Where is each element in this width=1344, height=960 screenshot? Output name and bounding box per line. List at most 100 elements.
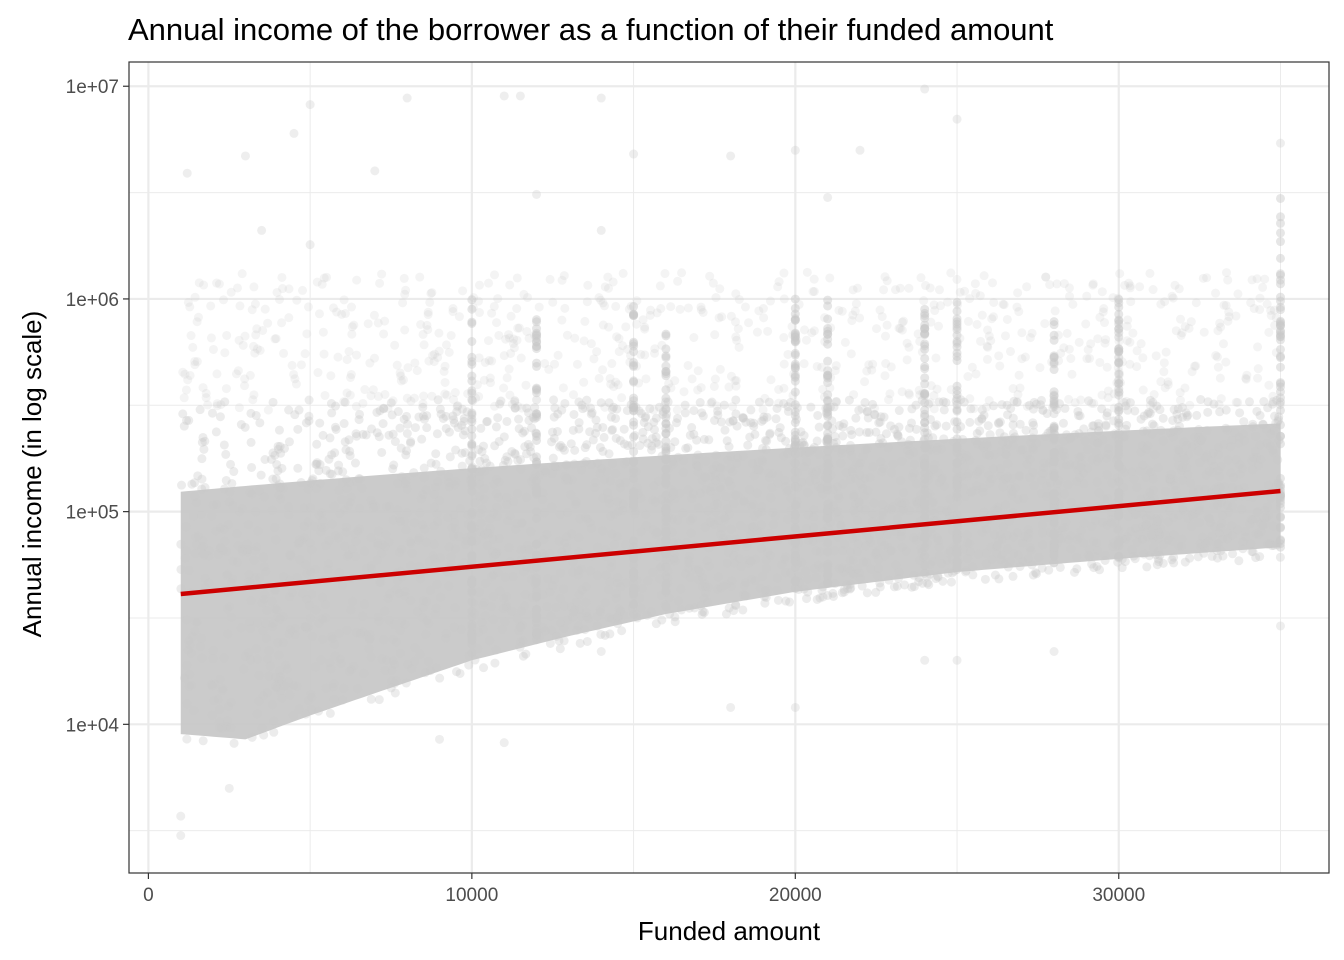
scatter-point xyxy=(1221,423,1231,433)
scatter-point xyxy=(625,357,635,367)
scatter-point xyxy=(1259,513,1269,523)
scatter-point xyxy=(1028,443,1038,453)
scatter-point xyxy=(629,309,639,319)
scatter-point xyxy=(783,402,793,412)
scatter-point xyxy=(1077,459,1087,469)
scatter-point xyxy=(920,568,930,578)
scatter-point xyxy=(321,683,331,693)
scatter-point xyxy=(1246,515,1256,525)
scatter-point xyxy=(490,270,500,280)
scatter-point xyxy=(1059,279,1069,289)
scatter-point xyxy=(904,390,914,400)
scatter-point xyxy=(611,413,621,423)
scatter-point xyxy=(636,527,646,537)
scatter-point xyxy=(823,461,833,471)
scatter-point xyxy=(1052,492,1062,502)
scatter-point xyxy=(474,353,484,363)
scatter-point xyxy=(946,577,956,587)
scatter-point xyxy=(695,567,705,577)
scatter-point xyxy=(397,617,407,627)
scatter-point xyxy=(317,279,327,289)
scatter-point xyxy=(920,423,930,433)
scatter-point xyxy=(183,297,193,307)
scatter-point xyxy=(1275,296,1285,306)
scatter-point xyxy=(952,330,962,340)
scatter-point xyxy=(233,283,243,293)
scatter-point xyxy=(402,411,412,421)
scatter-point xyxy=(1169,552,1179,562)
scatter-point xyxy=(273,466,283,476)
scatter-point xyxy=(963,553,973,563)
scatter-point xyxy=(455,668,465,678)
scatter-point xyxy=(532,487,542,497)
scatter-point xyxy=(848,534,858,544)
scatter-point xyxy=(532,593,542,603)
scatter-point xyxy=(899,488,909,498)
scatter-point xyxy=(334,568,344,578)
scatter-point xyxy=(489,508,499,518)
scatter-point xyxy=(823,435,833,445)
scatter-point xyxy=(540,508,550,518)
scatter-point xyxy=(629,600,639,610)
scatter-point xyxy=(748,499,758,509)
scatter-point xyxy=(341,527,351,537)
scatter-point xyxy=(507,399,517,409)
scatter-point xyxy=(1010,483,1020,493)
scatter-point xyxy=(1017,354,1027,364)
scatter-point xyxy=(804,535,814,545)
scatter-point xyxy=(532,385,542,395)
scatter-point xyxy=(324,559,334,569)
scatter-point xyxy=(823,434,833,444)
scatter-point xyxy=(773,478,783,488)
scatter-point xyxy=(532,395,542,405)
scatter-point xyxy=(285,549,295,559)
scatter-point xyxy=(340,309,350,319)
scatter-point xyxy=(598,526,608,536)
scatter-point xyxy=(1239,417,1249,427)
scatter-point xyxy=(818,592,828,602)
scatter-point xyxy=(638,315,648,325)
scatter-point xyxy=(467,551,477,561)
scatter-point xyxy=(933,468,943,478)
scatter-point xyxy=(278,611,288,621)
scatter-point xyxy=(470,608,480,618)
scatter-point xyxy=(362,563,372,573)
scatter-point xyxy=(1112,473,1122,483)
scatter-point xyxy=(470,655,480,665)
scatter-point xyxy=(558,383,568,393)
scatter-point xyxy=(629,403,639,413)
scatter-point xyxy=(1050,430,1060,440)
scatter-point xyxy=(1185,553,1195,563)
scatter-point xyxy=(830,579,840,589)
scatter-point xyxy=(787,446,797,456)
scatter-point xyxy=(463,519,473,529)
scatter-point xyxy=(1056,348,1066,358)
x-tick-label: 0 xyxy=(143,885,154,906)
scatter-point xyxy=(327,632,337,642)
scatter-point xyxy=(783,514,793,524)
scatter-point xyxy=(176,584,186,594)
scatter-point xyxy=(724,476,734,486)
scatter-point xyxy=(467,451,477,461)
scatter-point xyxy=(1275,218,1285,228)
scatter-point xyxy=(432,579,442,589)
scatter-point xyxy=(805,476,815,486)
scatter-point xyxy=(509,334,519,344)
scatter-point xyxy=(883,529,893,539)
scatter-point xyxy=(430,502,440,512)
scatter-point xyxy=(1223,316,1233,326)
scatter-point xyxy=(1195,539,1205,549)
scatter-point xyxy=(661,428,671,438)
scatter-point xyxy=(986,336,996,346)
scatter-point xyxy=(1102,470,1112,480)
scatter-point xyxy=(210,679,220,689)
scatter-point xyxy=(484,356,494,366)
scatter-point xyxy=(621,322,631,332)
scatter-point xyxy=(629,554,639,564)
scatter-point xyxy=(790,361,800,371)
scatter-point xyxy=(781,436,791,446)
scatter-point xyxy=(661,478,671,488)
scatter-point xyxy=(790,400,800,410)
scatter-point xyxy=(1255,293,1265,303)
scatter-point xyxy=(662,409,672,419)
